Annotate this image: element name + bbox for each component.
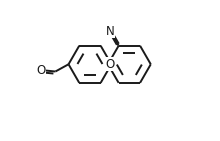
- Text: N: N: [106, 25, 115, 38]
- Text: O: O: [37, 64, 46, 77]
- Text: O: O: [105, 58, 114, 71]
